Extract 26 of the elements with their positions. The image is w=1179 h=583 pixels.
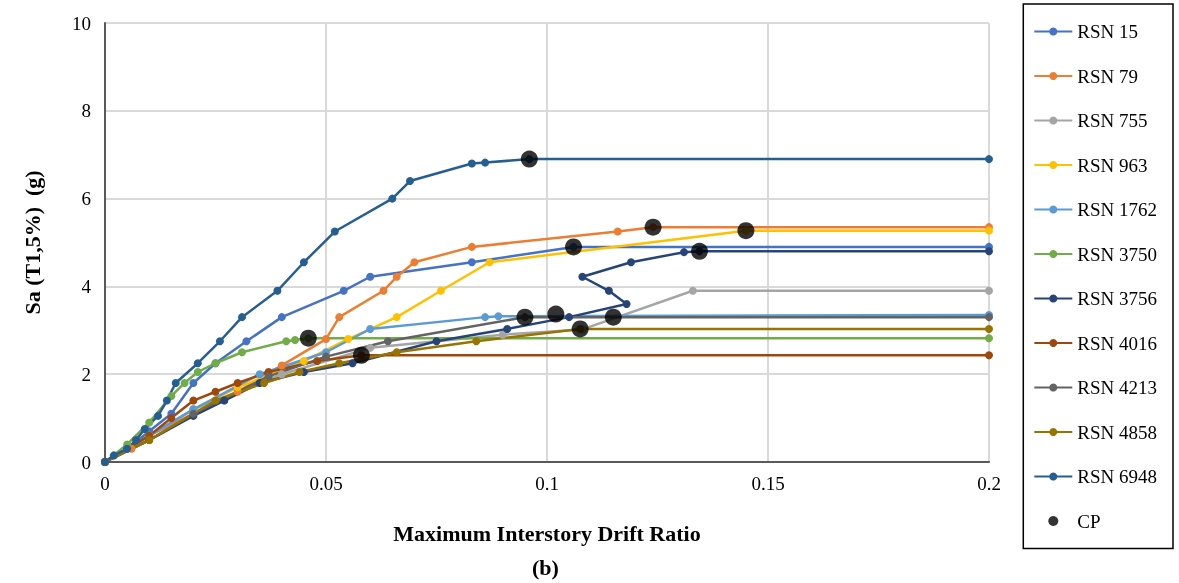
legend-label: RSN 1762 [1077,199,1158,220]
x-axis-title: Maximum Interstory Drift Ratio [393,520,701,546]
legend-label: CP [1077,510,1101,532]
x-tick-label: 0.15 [751,473,785,494]
y-tick-label: 4 [81,275,92,297]
legend-label: RSN 6948 [1077,466,1158,487]
y-tick-label: 10 [72,12,91,34]
text: (b) [532,554,559,580]
legend-label: RSN 4016 [1077,332,1158,354]
y-tick-label: 2 [81,363,91,385]
y-tick-label: 0 [81,451,91,473]
y-axis-title: Sa (T1,5%) (g) [19,170,45,315]
x-tick-label: 0.1 [535,473,559,494]
legend-label: RSN 15 [1077,21,1139,42]
x-tick-label: 0 [100,473,110,494]
x-tick-label: 0.2 [977,473,1001,494]
legend-label: RSN 3750 [1077,243,1158,265]
x-tick-label: 0.05 [309,473,343,494]
y-tick-label: 8 [81,100,91,122]
legend-label: RSN 963 [1077,154,1148,176]
y-tick-label: 6 [81,188,91,210]
legend-label: RSN 4213 [1077,377,1158,398]
legend-label: RSN 79 [1077,65,1139,87]
legend-label: RSN 4858 [1077,421,1158,443]
legend-label: RSN 755 [1077,110,1148,131]
legend-label: RSN 3756 [1077,288,1158,309]
